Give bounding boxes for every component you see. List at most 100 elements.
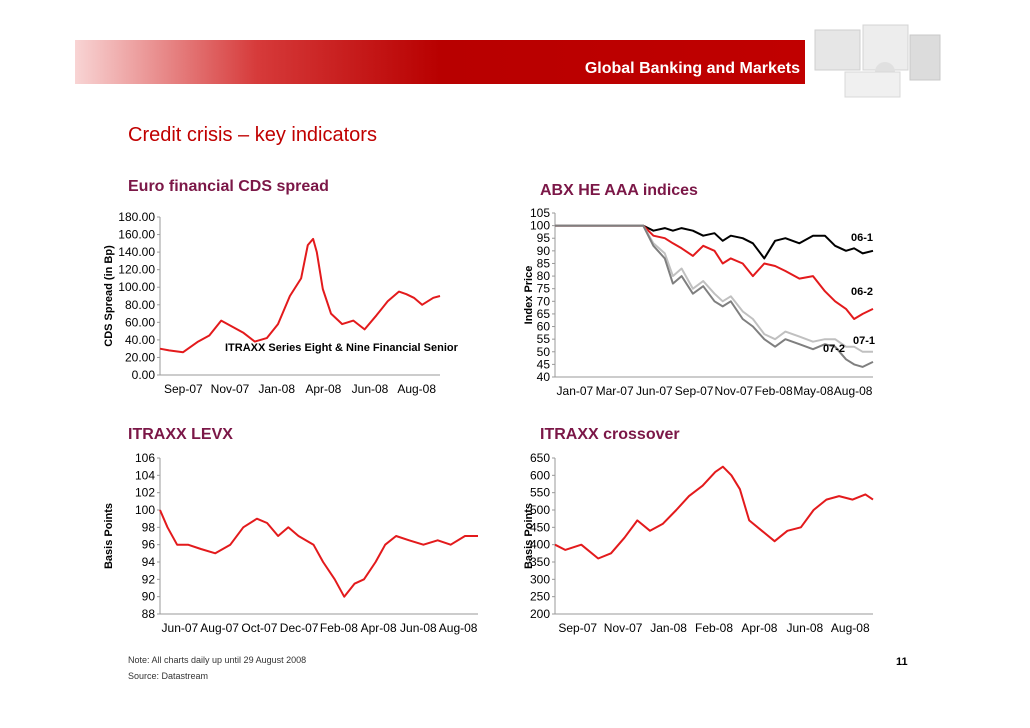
y-tick-label: 70: [537, 294, 551, 308]
chart-title-crossover: ITRAXX crossover: [540, 426, 680, 443]
chart-itraxx-levx: 88 90 92 94 96 98 100 102 104 106 Jun-07 Aug-07 Oct-…: [103, 451, 478, 635]
x-tick-label: Dec-07: [280, 621, 319, 635]
series-label: 06-1: [851, 232, 873, 244]
y-tick-label: 60: [537, 320, 551, 334]
y-tick-label: 300: [530, 572, 550, 586]
series-line: [159, 509, 478, 598]
x-tick-label: Sep-07: [164, 382, 203, 396]
y-axis-label: CDS Spread (in Bp): [103, 245, 115, 347]
y-tick-label: 90: [142, 590, 156, 604]
page-title: Credit crisis – key indicators: [128, 124, 377, 146]
y-tick-label: 20.00: [125, 350, 155, 364]
y-tick-label: 102: [135, 486, 155, 500]
x-tick-label: Feb-08: [695, 621, 733, 635]
x-tick-label: Jan-08: [650, 621, 687, 635]
x-tick-label: Jun-07: [636, 384, 673, 398]
y-tick-label: 40: [537, 370, 551, 384]
y-tick-label: 105: [530, 206, 550, 220]
x-tick-label: Jan-07: [557, 384, 594, 398]
y-tick-label: 600: [530, 468, 550, 482]
y-tick-label: 450: [530, 520, 550, 534]
y-axis-label: Basis Points: [523, 503, 535, 569]
y-tick-label: 350: [530, 555, 550, 569]
x-tick-label: Nov-07: [211, 382, 250, 396]
y-tick-label: 160.00: [118, 228, 155, 242]
chart-annotation: ITRAXX Series Eight & Nine Financial Sen…: [225, 342, 459, 354]
y-tick-label: 98: [142, 520, 156, 534]
y-tick-label: 550: [530, 486, 550, 500]
x-tick-label: Aug-08: [831, 621, 870, 635]
x-tick-label: Feb-08: [320, 621, 358, 635]
x-tick-label: Aug-08: [439, 621, 478, 635]
chart-itraxx-crossover: 200 250 300 350 400 450 500 550 600 650 Sep-07 Nov-…: [523, 451, 874, 635]
x-tick-label: May-08: [793, 384, 833, 398]
puzzle-logo-icon: [814, 24, 941, 98]
y-tick-label: 80.00: [125, 298, 155, 312]
x-tick-label: Jun-08: [787, 621, 824, 635]
y-tick-label: 650: [530, 451, 550, 465]
y-tick-label: 100: [530, 219, 550, 233]
header-banner: [75, 40, 805, 84]
banner-title: Global Banking and Markets: [584, 60, 800, 77]
x-tick-label: Aug-08: [397, 382, 436, 396]
y-tick-label: 106: [135, 451, 155, 465]
y-tick-label: 50: [537, 345, 551, 359]
y-axis-label: Index Price: [523, 266, 535, 325]
x-tick-label: Sep-07: [675, 384, 714, 398]
y-tick-label: 180.00: [118, 210, 155, 224]
page-number: 11: [896, 656, 908, 668]
x-tick-label: Jun-08: [400, 621, 437, 635]
y-tick-label: 200: [530, 607, 550, 621]
x-tick-label: Aug-07: [200, 621, 239, 635]
chart-cds-spread: 0.00 20.00 40.00 60.00 80.00 100.00 120.00 140.…: [103, 210, 459, 396]
y-tick-label: 55: [537, 332, 551, 346]
chart-title-levx: ITRAXX LEVX: [128, 426, 233, 443]
series-line-06-1: [555, 224, 874, 260]
x-tick-label: Nov-07: [715, 384, 754, 398]
y-tick-label: 100: [135, 503, 155, 517]
y-tick-label: 90: [537, 244, 551, 258]
x-tick-label: Nov-07: [604, 621, 643, 635]
y-axis-label: Basis Points: [103, 503, 115, 569]
x-tick-label: Apr-08: [741, 621, 777, 635]
x-tick-label: Jan-08: [258, 382, 295, 396]
y-tick-label: 88: [142, 607, 156, 621]
y-tick-label: 94: [142, 555, 156, 569]
y-tick-label: 104: [135, 468, 155, 482]
y-tick-label: 400: [530, 538, 550, 552]
series-label: 07-1: [853, 335, 875, 347]
y-tick-label: 500: [530, 503, 550, 517]
series-line-07-1: [555, 224, 873, 353]
footnote: Note: All charts daily up until 29 Augus…: [128, 655, 307, 665]
source-note: Source: Datastream: [128, 671, 209, 681]
y-tick-label: 92: [142, 572, 156, 586]
series-label: 07-2: [823, 343, 845, 355]
x-tick-label: Jun-07: [162, 621, 199, 635]
series-line: [159, 237, 441, 354]
y-tick-label: 96: [142, 538, 156, 552]
chart-title-abx: ABX HE AAA indices: [540, 182, 698, 199]
y-tick-label: 80: [537, 269, 551, 283]
x-tick-label: Apr-08: [305, 382, 341, 396]
y-tick-label: 95: [537, 231, 551, 245]
y-tick-label: 75: [537, 282, 551, 296]
chart-title-cds: Euro financial CDS spread: [128, 178, 329, 195]
x-tick-label: Jun-08: [352, 382, 389, 396]
series-line-06-2: [555, 224, 874, 320]
x-tick-label: Sep-07: [558, 621, 597, 635]
series-line-07-2: [555, 224, 874, 368]
y-tick-label: 65: [537, 307, 551, 321]
x-tick-label: Feb-08: [755, 384, 793, 398]
y-tick-label: 100.00: [118, 280, 155, 294]
x-tick-label: Aug-08: [834, 384, 873, 398]
series-label: 06-2: [851, 286, 873, 298]
x-tick-label: Mar-07: [596, 384, 634, 398]
x-tick-label: Apr-08: [361, 621, 397, 635]
y-tick-label: 45: [537, 357, 551, 371]
series-line: [554, 465, 874, 560]
y-tick-label: 85: [537, 256, 551, 270]
y-tick-label: 60.00: [125, 315, 155, 329]
y-tick-label: 140.00: [118, 245, 155, 259]
x-tick-label: Oct-07: [241, 621, 277, 635]
